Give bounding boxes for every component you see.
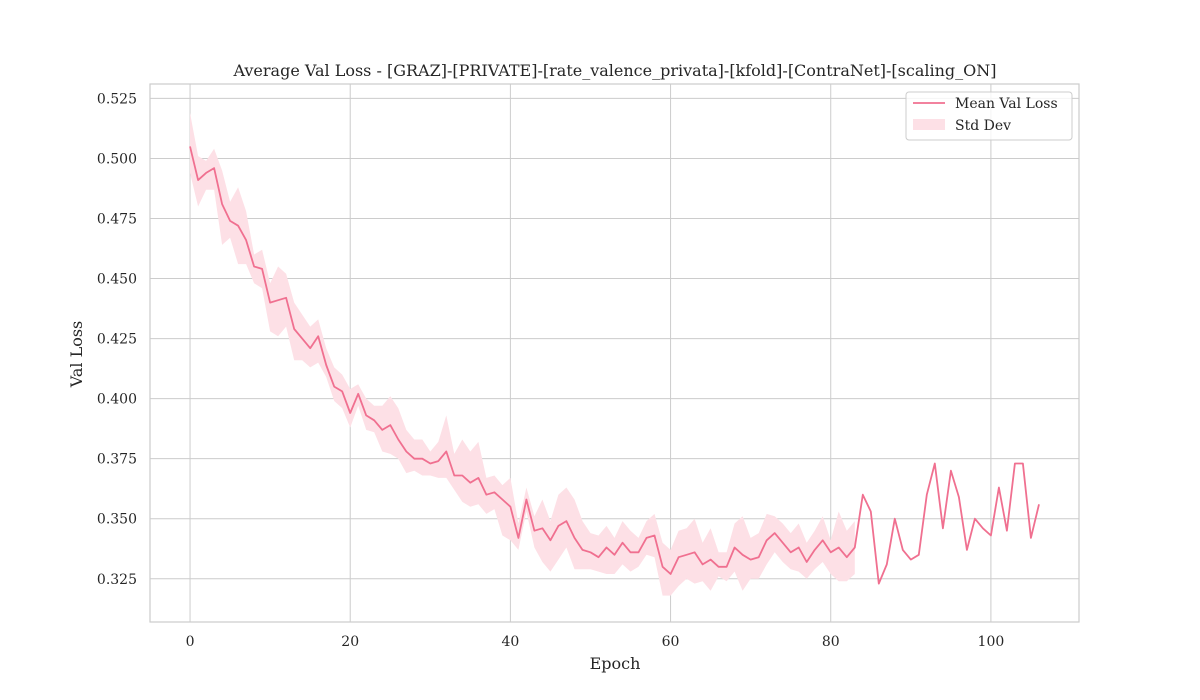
x-tick-label: 0 — [186, 634, 195, 650]
y-tick-label: 0.400 — [97, 392, 137, 408]
y-tick-label: 0.475 — [97, 212, 137, 228]
x-tick-label: 60 — [662, 634, 680, 650]
y-tick-label: 0.450 — [97, 272, 137, 288]
y-tick-label: 0.500 — [97, 151, 137, 167]
chart-title: Average Val Loss - [GRAZ]-[PRIVATE]-[rat… — [232, 61, 996, 80]
legend-label-mean: Mean Val Loss — [955, 96, 1058, 112]
legend-box — [905, 91, 1073, 141]
x-tick-label: 100 — [978, 634, 1005, 650]
legend-band-swatch — [913, 119, 945, 130]
mean-val-loss-line — [189, 146, 1040, 585]
x-tick-label: 20 — [341, 634, 359, 650]
legend: Mean Val Loss Std Dev — [905, 91, 1073, 141]
x-tick-label: 80 — [822, 634, 840, 650]
y-axis-label: Val Loss — [67, 321, 86, 389]
std-dev-band — [190, 112, 855, 596]
x-axis-label: Epoch — [590, 654, 641, 673]
y-tick-label: 0.525 — [97, 91, 137, 107]
y-tick-label: 0.425 — [97, 332, 137, 348]
x-axis-ticks: 0 20 40 60 80 100 — [186, 634, 1005, 650]
y-tick-label: 0.375 — [97, 452, 137, 468]
y-tick-label: 0.325 — [97, 572, 137, 588]
y-tick-label: 0.350 — [97, 512, 137, 528]
y-axis-ticks: 0.325 0.350 0.375 0.400 0.425 0.450 0.475 0.500… — [97, 91, 137, 587]
plot-frame — [149, 83, 1080, 623]
x-tick-label: 40 — [501, 634, 519, 650]
legend-label-std: Std Dev — [955, 118, 1011, 134]
